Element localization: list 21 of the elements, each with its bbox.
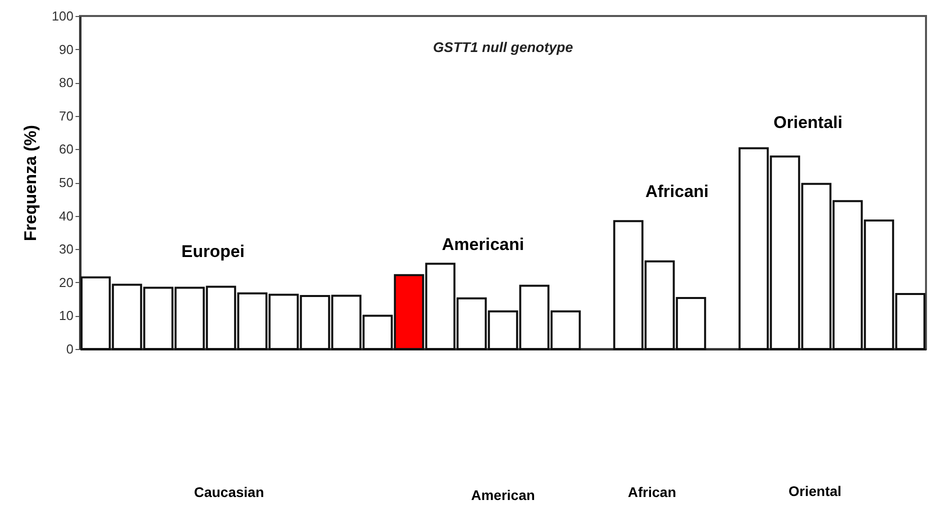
y-tick-label: 30 (59, 242, 74, 257)
text: African (628, 484, 676, 500)
y-tick-label: 0 (66, 342, 74, 356)
y-tick-label: 90 (59, 42, 74, 57)
y-tick-label: 40 (59, 208, 74, 224)
y-tick-label: 20 (59, 274, 74, 290)
annotation: Orientali (774, 113, 842, 132)
y-tick-label: 80 (59, 75, 74, 90)
y-tick-label: 60 (59, 142, 74, 157)
y-tick-label: 100 (52, 8, 74, 24)
y-axis-title: Frequenza (%) (20, 124, 40, 242)
text: Caucasian (194, 484, 264, 500)
text: American (471, 487, 535, 503)
text: Oriental (788, 483, 842, 499)
annotation: Africani (645, 182, 709, 201)
y-tick-label: 50 (59, 175, 74, 190)
y-tick-label: 70 (59, 108, 74, 124)
y-tick-label: 10 (59, 308, 74, 324)
text: GSTT1 null genotype (432, 39, 574, 55)
annotation: Americani (442, 235, 524, 254)
annotation: Europei (181, 242, 245, 261)
